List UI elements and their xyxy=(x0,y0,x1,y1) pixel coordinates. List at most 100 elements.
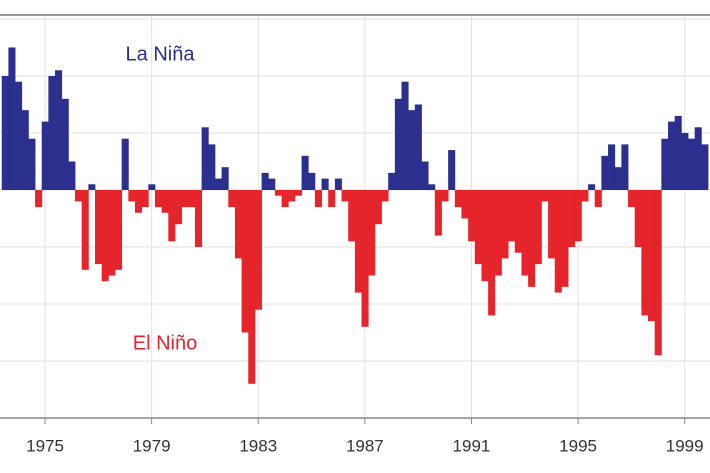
bar xyxy=(568,189,576,247)
bar xyxy=(228,189,236,208)
bar xyxy=(134,189,143,213)
bar xyxy=(21,110,29,190)
bar xyxy=(501,189,509,259)
bar xyxy=(108,189,116,276)
bar xyxy=(334,178,342,190)
bar xyxy=(401,81,409,190)
bar xyxy=(8,47,16,190)
bar xyxy=(661,138,669,190)
x-tick-label: 1999 xyxy=(666,436,704,455)
bar xyxy=(394,98,402,190)
bar xyxy=(161,189,169,213)
bar xyxy=(354,189,362,293)
bar xyxy=(588,184,596,190)
bar xyxy=(441,189,449,202)
bar xyxy=(341,189,349,202)
bar xyxy=(281,189,289,208)
bar xyxy=(688,138,696,190)
bar xyxy=(188,189,196,208)
bar xyxy=(654,189,662,356)
bar xyxy=(48,75,56,190)
bar xyxy=(434,189,442,236)
bar xyxy=(154,189,163,208)
bar xyxy=(141,189,149,208)
bar xyxy=(374,189,382,225)
bar xyxy=(561,189,569,287)
bar xyxy=(194,189,203,247)
bar xyxy=(241,189,249,333)
x-tick-label: 1979 xyxy=(133,436,171,455)
bar xyxy=(548,189,556,259)
bar xyxy=(428,184,436,190)
bar xyxy=(488,189,496,316)
bar xyxy=(468,189,476,242)
bar xyxy=(608,144,616,190)
x-tick-label: 1975 xyxy=(26,436,64,455)
bar xyxy=(674,115,682,190)
bar xyxy=(208,144,216,190)
bar xyxy=(68,161,76,190)
bar xyxy=(454,189,462,208)
annotation-el-nino: El Niño xyxy=(133,332,197,354)
bar xyxy=(221,167,229,190)
bar xyxy=(521,189,529,276)
bar xyxy=(254,189,262,310)
bar xyxy=(214,178,223,190)
bar xyxy=(361,189,369,327)
bar xyxy=(408,110,416,190)
bar xyxy=(288,189,296,202)
bar xyxy=(641,189,649,316)
bar xyxy=(508,189,516,242)
bar xyxy=(448,150,456,190)
bar xyxy=(301,155,309,190)
bar xyxy=(115,189,123,270)
bar xyxy=(628,189,636,208)
bar xyxy=(261,172,269,190)
bar xyxy=(41,121,49,190)
bar xyxy=(328,189,336,208)
bar xyxy=(574,189,582,242)
bar xyxy=(95,189,103,265)
axes: 1975 1979 1983 1987 1991 1995 1999 xyxy=(0,417,710,455)
bar xyxy=(614,167,622,190)
bar xyxy=(581,189,589,202)
bar xyxy=(321,178,329,190)
x-tick-label: 1995 xyxy=(559,436,597,455)
bar xyxy=(368,189,376,276)
bar xyxy=(514,189,522,253)
bar xyxy=(481,189,489,282)
bar xyxy=(528,189,536,287)
bar xyxy=(128,189,136,202)
bar xyxy=(701,144,709,190)
bar xyxy=(381,189,389,202)
x-tick-label: 1983 xyxy=(239,436,277,455)
bar xyxy=(268,178,276,190)
bar xyxy=(1,75,9,190)
bar xyxy=(348,189,356,242)
bar xyxy=(668,121,676,190)
bar xyxy=(694,127,702,190)
bar xyxy=(634,189,642,247)
bar xyxy=(314,189,322,208)
bar xyxy=(81,189,89,270)
bar xyxy=(294,189,302,196)
bar xyxy=(541,189,549,202)
bar xyxy=(101,189,109,282)
bar xyxy=(181,189,189,208)
bar xyxy=(648,189,656,322)
bar xyxy=(414,104,422,190)
bars xyxy=(1,47,709,384)
bar xyxy=(201,127,209,190)
bar xyxy=(174,189,183,225)
bar xyxy=(274,189,282,196)
x-tick-label: 1991 xyxy=(453,436,491,455)
bar xyxy=(88,184,96,190)
bar xyxy=(681,132,689,190)
bar xyxy=(534,189,542,265)
bar xyxy=(421,161,429,190)
bar xyxy=(494,189,502,276)
bar xyxy=(61,98,69,190)
bar xyxy=(15,81,23,190)
